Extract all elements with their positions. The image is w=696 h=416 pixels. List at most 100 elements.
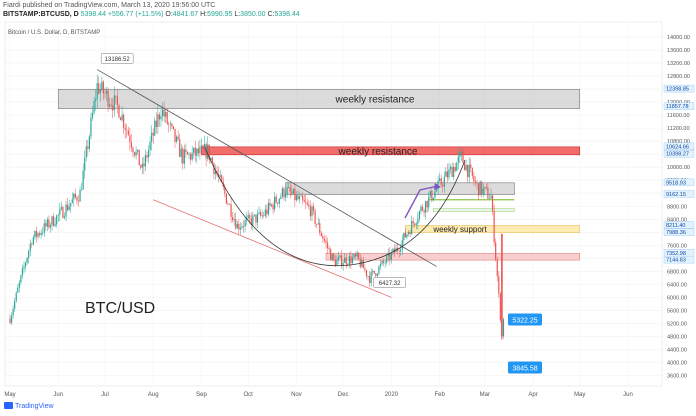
candle-body <box>233 219 235 221</box>
candle-body <box>339 255 341 258</box>
price-label-3: 10398.27 <box>666 152 689 158</box>
price-label-8: 7352.98 <box>666 251 686 257</box>
price-label-box-1 <box>663 102 695 110</box>
candle-body <box>28 251 30 258</box>
candle-body <box>199 146 201 154</box>
candle-body <box>15 292 17 302</box>
candle-body <box>161 109 164 117</box>
candle-body <box>258 212 260 214</box>
candle-body <box>434 191 436 198</box>
candle-body <box>74 193 76 198</box>
candle-body <box>255 214 257 223</box>
candle-body <box>417 219 419 224</box>
candle-body <box>344 257 346 263</box>
candle-body <box>386 255 388 263</box>
candle-body <box>137 149 139 152</box>
candle-body <box>322 236 324 239</box>
candle-body <box>247 215 249 218</box>
candle-body <box>177 136 179 140</box>
high-value: 5990.95 <box>207 11 233 18</box>
candle-body <box>155 120 157 127</box>
candle-body <box>308 204 310 207</box>
candle-body <box>288 186 290 188</box>
price-label-box-5 <box>663 190 695 198</box>
candle-body <box>52 216 55 226</box>
price-tick-14: 8400.00 <box>667 217 687 223</box>
candle-body <box>236 223 238 229</box>
candle-body <box>437 180 439 189</box>
candle-body <box>468 164 470 178</box>
candle-body <box>485 186 487 188</box>
price-label-6: 8211.40 <box>666 223 685 229</box>
candle-body <box>298 196 301 200</box>
candle-body <box>119 117 122 121</box>
candle-body <box>409 232 411 235</box>
candle-body <box>269 202 271 206</box>
candle-body <box>208 144 210 160</box>
candle-body <box>51 216 53 226</box>
candle-body <box>146 155 148 158</box>
candle-body <box>295 195 298 201</box>
open-label: O: <box>165 11 173 18</box>
candlestick-chart[interactable]: Bitcoin / U.S. Dollar, D, BITSTAMP weekly… <box>0 0 696 402</box>
candle-body <box>151 132 153 142</box>
candle-body <box>362 260 364 269</box>
price-label-2: 10624.66 <box>666 144 689 150</box>
candle-body <box>121 114 123 121</box>
brand-text: TradingView <box>15 403 54 410</box>
candle-body <box>473 176 475 182</box>
annotation-3: 3845.58 <box>512 366 537 373</box>
candle-body <box>99 89 101 94</box>
candle-body <box>214 171 217 175</box>
candle-body <box>185 149 187 152</box>
candle-body <box>171 123 173 127</box>
candle-body <box>175 136 178 142</box>
candle-body <box>252 215 254 225</box>
candle-body <box>256 213 259 223</box>
candle-body <box>358 252 360 259</box>
price-tick-20: 6000.00 <box>667 295 687 301</box>
candle-body <box>457 156 459 163</box>
candle-body <box>57 214 59 216</box>
candle-body <box>328 248 330 250</box>
zone-2 <box>285 182 515 195</box>
candle-body <box>284 194 287 198</box>
candle-body <box>73 193 75 200</box>
candle-body <box>376 273 378 276</box>
candle-body <box>249 215 251 219</box>
candle-body <box>314 210 316 225</box>
price-tick-13: 8800.00 <box>667 204 687 210</box>
candle-body <box>126 129 128 131</box>
candle-body <box>367 276 369 277</box>
candle-body <box>306 202 308 205</box>
time-tick-8: 2020 <box>385 392 399 398</box>
candle-body <box>359 258 361 267</box>
candle-body <box>202 145 204 149</box>
candle-body <box>62 207 64 219</box>
candle-body <box>277 202 279 204</box>
candle-body <box>459 153 461 157</box>
candle-body <box>56 215 58 225</box>
candle-body <box>294 188 296 201</box>
time-tick-3: Aug <box>148 392 159 398</box>
candle-body <box>127 130 129 136</box>
candle-body <box>213 163 215 175</box>
candle-body <box>31 243 33 245</box>
annotation-box-0 <box>100 53 134 64</box>
price-label-box-9 <box>663 255 695 264</box>
candle-body <box>14 301 16 309</box>
candle-body <box>392 248 394 253</box>
time-tick-2: Jul <box>101 392 109 398</box>
candle-body <box>102 81 105 94</box>
candle-body <box>365 270 368 277</box>
candle-body <box>495 242 497 260</box>
time-tick-13: Jun <box>623 392 633 398</box>
candle-body <box>169 123 171 125</box>
candle-body <box>309 206 312 217</box>
candle-body <box>109 104 111 107</box>
candle-body <box>219 175 221 177</box>
zone-0 <box>57 89 581 109</box>
trendline-1 <box>153 199 392 298</box>
candle-body <box>390 252 392 260</box>
candle-body <box>253 214 255 216</box>
